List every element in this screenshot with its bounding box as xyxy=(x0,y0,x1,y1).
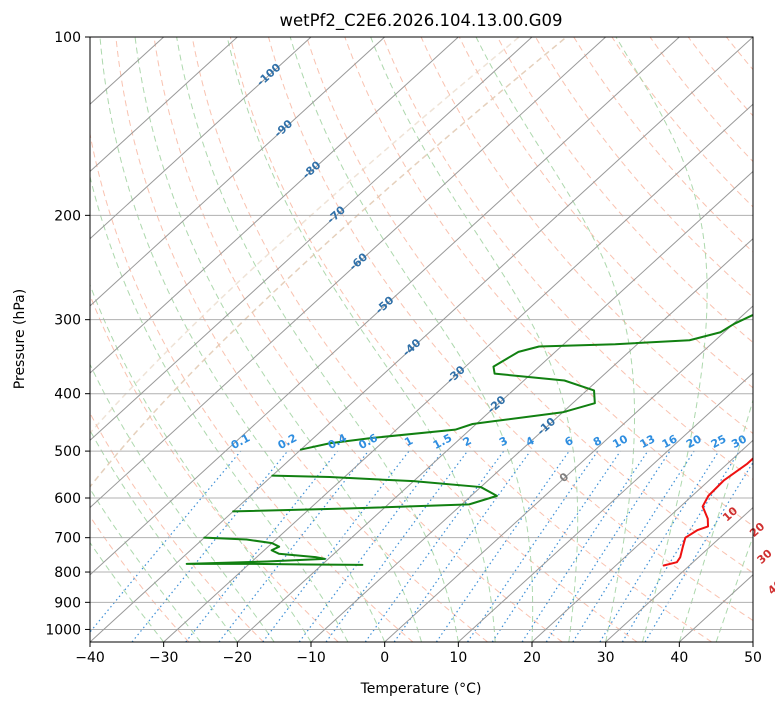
dry-adiabat-line xyxy=(268,37,753,622)
moist-adiabat-line xyxy=(90,363,275,642)
mixing-ratio-label: 10 xyxy=(610,432,630,451)
moist-adiabat-line xyxy=(90,174,349,642)
mixing-ratio-line xyxy=(491,450,621,642)
isotherm-line xyxy=(236,170,753,642)
mixing-ratio-label: 13 xyxy=(638,432,658,451)
dry-adiabat-line xyxy=(115,37,488,642)
isotherm-line xyxy=(90,37,459,374)
dry-adiabat-line xyxy=(90,293,339,642)
mixing-ratio-line xyxy=(393,450,531,642)
isotherm-line xyxy=(90,37,680,576)
dry-adiabat-line xyxy=(191,37,638,642)
mixing-ratio-line xyxy=(572,450,695,642)
dry-adiabat-line xyxy=(306,37,753,574)
dry-adiabat-line xyxy=(153,37,563,642)
dewpoint-profile-line xyxy=(299,313,753,451)
dry-adiabat-line xyxy=(496,37,753,344)
y-axis-title: Pressure (hPa) xyxy=(12,289,28,389)
moist-adiabat-line xyxy=(90,487,201,642)
x-tick-label: −30 xyxy=(149,650,179,666)
plot-area xyxy=(90,37,753,642)
mixing-ratio-line xyxy=(521,450,649,642)
dewpoint-profile-segment xyxy=(185,536,364,566)
dry-adiabat-line xyxy=(90,412,264,642)
plot-frame xyxy=(89,36,754,643)
x-tick-label: 10 xyxy=(449,650,467,666)
x-axis-title: Temperature (°C) xyxy=(360,681,482,697)
x-axis: −40 −30 −20 −10 0 10 20 30 40 50 xyxy=(75,642,762,666)
moist-adiabat-line xyxy=(226,37,496,642)
y-tick-label: 600 xyxy=(54,491,81,507)
dry-adiabat-line xyxy=(535,37,753,298)
x-tick-label: −40 xyxy=(75,650,105,666)
x-tick-label: 0 xyxy=(380,650,389,666)
isotherm-line xyxy=(457,372,753,642)
x-tick-label: 50 xyxy=(744,650,762,666)
x-tick-label: −10 xyxy=(296,650,326,666)
moist-adiabat-line xyxy=(134,37,422,642)
mixing-ratio-line xyxy=(262,450,410,642)
mixing-ratio-line xyxy=(467,450,599,642)
mixing-ratio-label: 20 xyxy=(684,432,704,451)
moist-adiabat-line xyxy=(615,37,708,642)
freezing-curve xyxy=(90,37,520,435)
isotherm-line xyxy=(310,237,753,642)
chart-title: wetPf2_C2E6.2026.104.13.00.G09 xyxy=(279,11,562,31)
moist-adiabat-line xyxy=(289,37,534,642)
isotherm-line xyxy=(531,439,753,642)
y-tick-label: 500 xyxy=(54,444,81,460)
dry-adiabats xyxy=(90,37,753,642)
mixing-ratio-label: 16 xyxy=(660,432,680,451)
x-tick-label: −20 xyxy=(223,650,253,666)
dry-adiabat-line xyxy=(90,515,190,642)
moist-adiabat-line xyxy=(715,535,753,642)
isotherm-line xyxy=(90,37,607,509)
x-tick-label: 30 xyxy=(597,650,615,666)
moist-adiabat-line xyxy=(90,541,165,642)
isobar-gridlines xyxy=(90,37,753,630)
y-tick-label: 300 xyxy=(54,313,81,329)
y-tick-label: 400 xyxy=(54,387,81,403)
dewpoint-profile-segment xyxy=(232,474,498,513)
y-tick-label: 100 xyxy=(54,30,81,46)
x-tick-label: 40 xyxy=(670,650,688,666)
isotherm-line xyxy=(163,103,753,642)
sounding-series xyxy=(185,313,753,567)
dry-adiabat-label: 40 xyxy=(765,577,775,597)
mixing-ratio-line xyxy=(435,450,570,642)
isotherm-line xyxy=(384,305,753,642)
mixing-ratio-label: 25 xyxy=(709,432,729,451)
moist-adiabat-line xyxy=(475,37,636,642)
moist-adiabat-line xyxy=(678,398,753,642)
isotherm-line xyxy=(90,37,312,240)
y-tick-label: 200 xyxy=(54,208,81,224)
moist-adiabat-line xyxy=(99,37,386,642)
dry-adiabat-line xyxy=(90,131,414,642)
isotherm-line xyxy=(90,37,753,642)
y-axis: 100 200 300 400 500 600 700 800 900 1000 xyxy=(45,30,90,638)
isotherm-line xyxy=(605,506,753,642)
y-tick-label: 800 xyxy=(54,565,81,581)
freezing-lines xyxy=(90,37,567,488)
y-tick-label: 700 xyxy=(54,531,81,547)
mixing-ratio-line xyxy=(599,450,720,642)
y-tick-label: 1000 xyxy=(45,622,81,638)
isotherm-lines xyxy=(90,37,753,642)
mixing-ratio-label: 30 xyxy=(729,432,749,451)
mixing-ratio-line xyxy=(545,450,671,642)
isotherm-line xyxy=(90,37,386,307)
y-tick-label: 900 xyxy=(54,595,81,611)
temperature-profile-line xyxy=(662,457,753,567)
x-tick-label: 20 xyxy=(523,650,541,666)
moist-adiabat-line xyxy=(90,429,238,642)
isotherm-line xyxy=(90,37,533,442)
isotherm-line xyxy=(90,37,238,173)
